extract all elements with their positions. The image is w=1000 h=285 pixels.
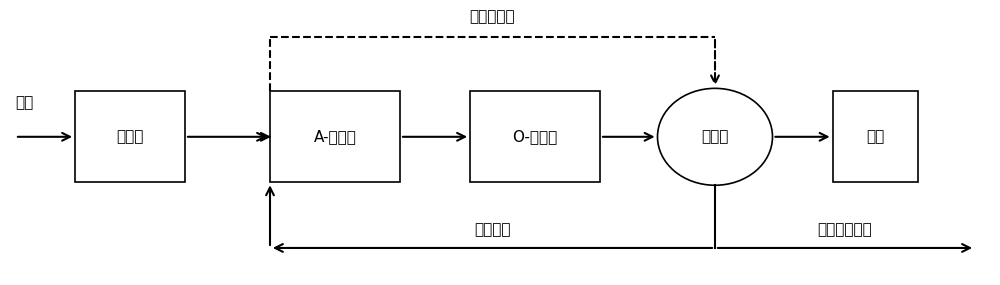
Text: 回流污泥: 回流污泥	[474, 222, 511, 237]
Text: O-好氧池: O-好氧池	[512, 129, 558, 144]
Text: A-缺氧池: A-缺氧池	[314, 129, 356, 144]
Text: 沉淠池: 沉淠池	[701, 129, 729, 144]
Text: 废水: 废水	[15, 95, 33, 110]
Bar	[470, 91, 600, 182]
Ellipse shape	[658, 88, 772, 185]
Text: 调节池: 调节池	[116, 129, 144, 144]
Text: 出水: 出水	[866, 129, 884, 144]
Text: 剩余污泥外运: 剩余污泥外运	[818, 222, 872, 237]
Bar	[270, 91, 400, 182]
Text: 混合液回流: 混合液回流	[470, 10, 515, 25]
Bar	[75, 91, 185, 182]
Bar	[832, 91, 918, 182]
